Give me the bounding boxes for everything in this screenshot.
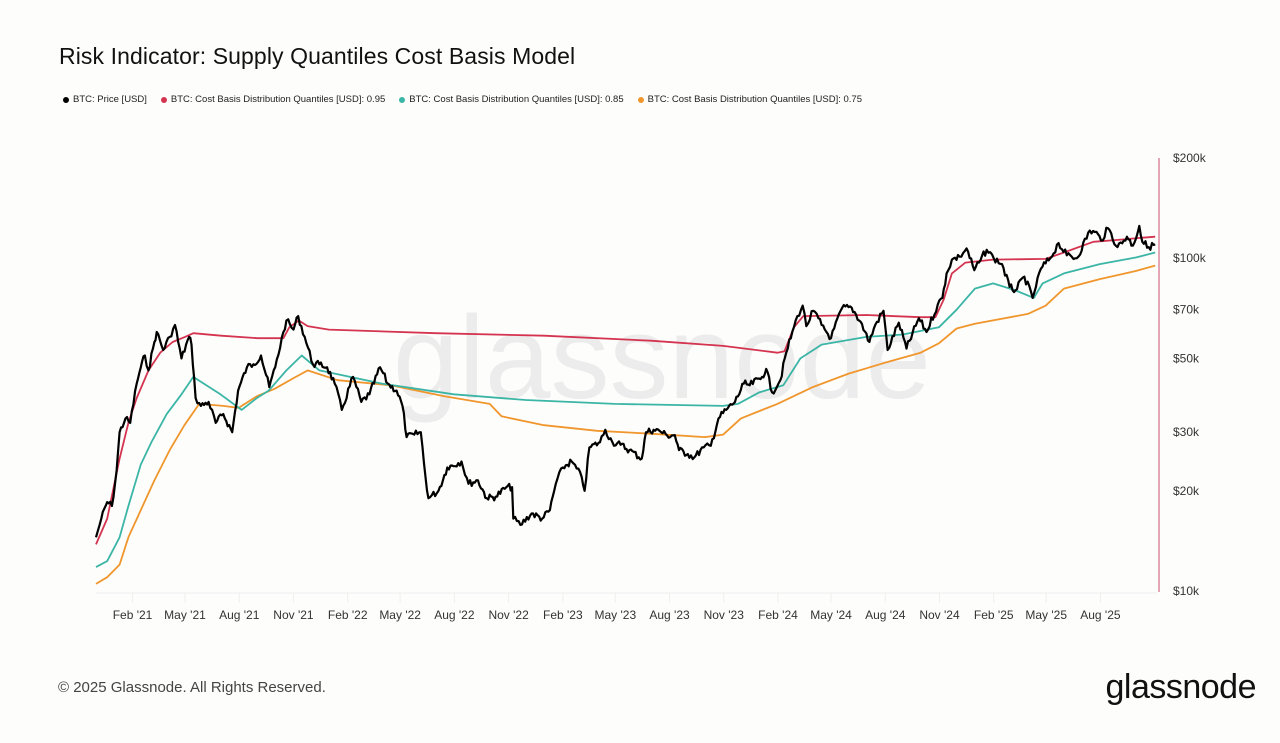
x-tick-label: May '25	[1025, 608, 1067, 622]
series-line-price	[94, 224, 1156, 538]
x-tick-label: Aug '24	[865, 608, 906, 622]
y-tick-label: $20k	[1173, 484, 1200, 498]
x-tick-label: May '24	[810, 608, 852, 622]
legend-label: BTC: Price [USD]	[73, 94, 147, 105]
y-tick-label: $70k	[1173, 303, 1200, 317]
legend-item-q95[interactable]: BTC: Cost Basis Distribution Quantiles […	[160, 94, 386, 105]
y-tick-label: $200k	[1173, 151, 1207, 165]
gridlines	[96, 592, 1157, 603]
legend-label: BTC: Cost Basis Distribution Quantiles […	[647, 94, 862, 105]
series-line-quantile-095	[95, 235, 1156, 545]
x-tick-label: Aug '23	[649, 608, 690, 622]
copyright-text: © 2025 Glassnode. All Rights Reserved.	[58, 679, 326, 696]
y-tick-label: $100k	[1173, 251, 1207, 265]
x-tick-label: Nov '21	[273, 608, 314, 622]
legend-label: BTC: Cost Basis Distribution Quantiles […	[170, 94, 386, 105]
x-tick-label: May '21	[164, 608, 206, 622]
x-tick-label: Nov '22	[488, 608, 529, 622]
y-axis-ticks: $200k $100k $70k $50k $30k $20k $10k	[1173, 151, 1207, 598]
chart-legend: BTC: Price [USD] BTC: Cost Basis Distrib…	[63, 94, 862, 105]
x-tick-label: Aug '21	[219, 608, 260, 622]
x-tick-label: Nov '23	[704, 608, 745, 622]
chart-title: Risk Indicator: Supply Quantiles Cost Ba…	[59, 43, 576, 69]
legend-dot-icon	[399, 96, 406, 103]
series-line-quantile-085	[95, 251, 1156, 568]
legend-item-price[interactable]: BTC: Price [USD]	[63, 94, 147, 105]
legend-dot-icon	[63, 96, 69, 103]
y-tick-label: $30k	[1173, 425, 1200, 439]
glassnode-logo[interactable]: glassnode	[1105, 668, 1256, 706]
x-tick-label: Feb '25	[974, 608, 1014, 622]
x-tick-label: May '23	[594, 608, 636, 622]
y-tick-label: $10k	[1173, 584, 1200, 598]
legend-dot-icon	[637, 96, 644, 103]
legend-dot-icon	[160, 96, 167, 103]
x-tick-label: Feb '21	[113, 608, 153, 622]
x-axis-ticks: Feb '21 May '21 Aug '21 Nov '21 Feb '22 May '…	[113, 608, 1121, 622]
x-tick-label: Aug '25	[1080, 608, 1121, 622]
y-tick-label: $50k	[1173, 351, 1200, 365]
x-tick-label: Nov '24	[919, 608, 960, 622]
x-tick-label: May '22	[379, 608, 421, 622]
x-tick-label: Feb '22	[328, 608, 368, 622]
x-tick-label: Feb '23	[543, 608, 583, 622]
x-tick-label: Feb '24	[758, 608, 798, 622]
legend-label: BTC: Cost Basis Distribution Quantiles […	[409, 94, 624, 105]
series-line-quantile-075	[95, 264, 1156, 585]
legend-item-q75[interactable]: BTC: Cost Basis Distribution Quantiles […	[637, 94, 862, 105]
series-lines	[94, 224, 1156, 585]
legend-item-q85[interactable]: BTC: Cost Basis Distribution Quantiles […	[399, 94, 624, 105]
x-tick-label: Aug '22	[434, 608, 475, 622]
